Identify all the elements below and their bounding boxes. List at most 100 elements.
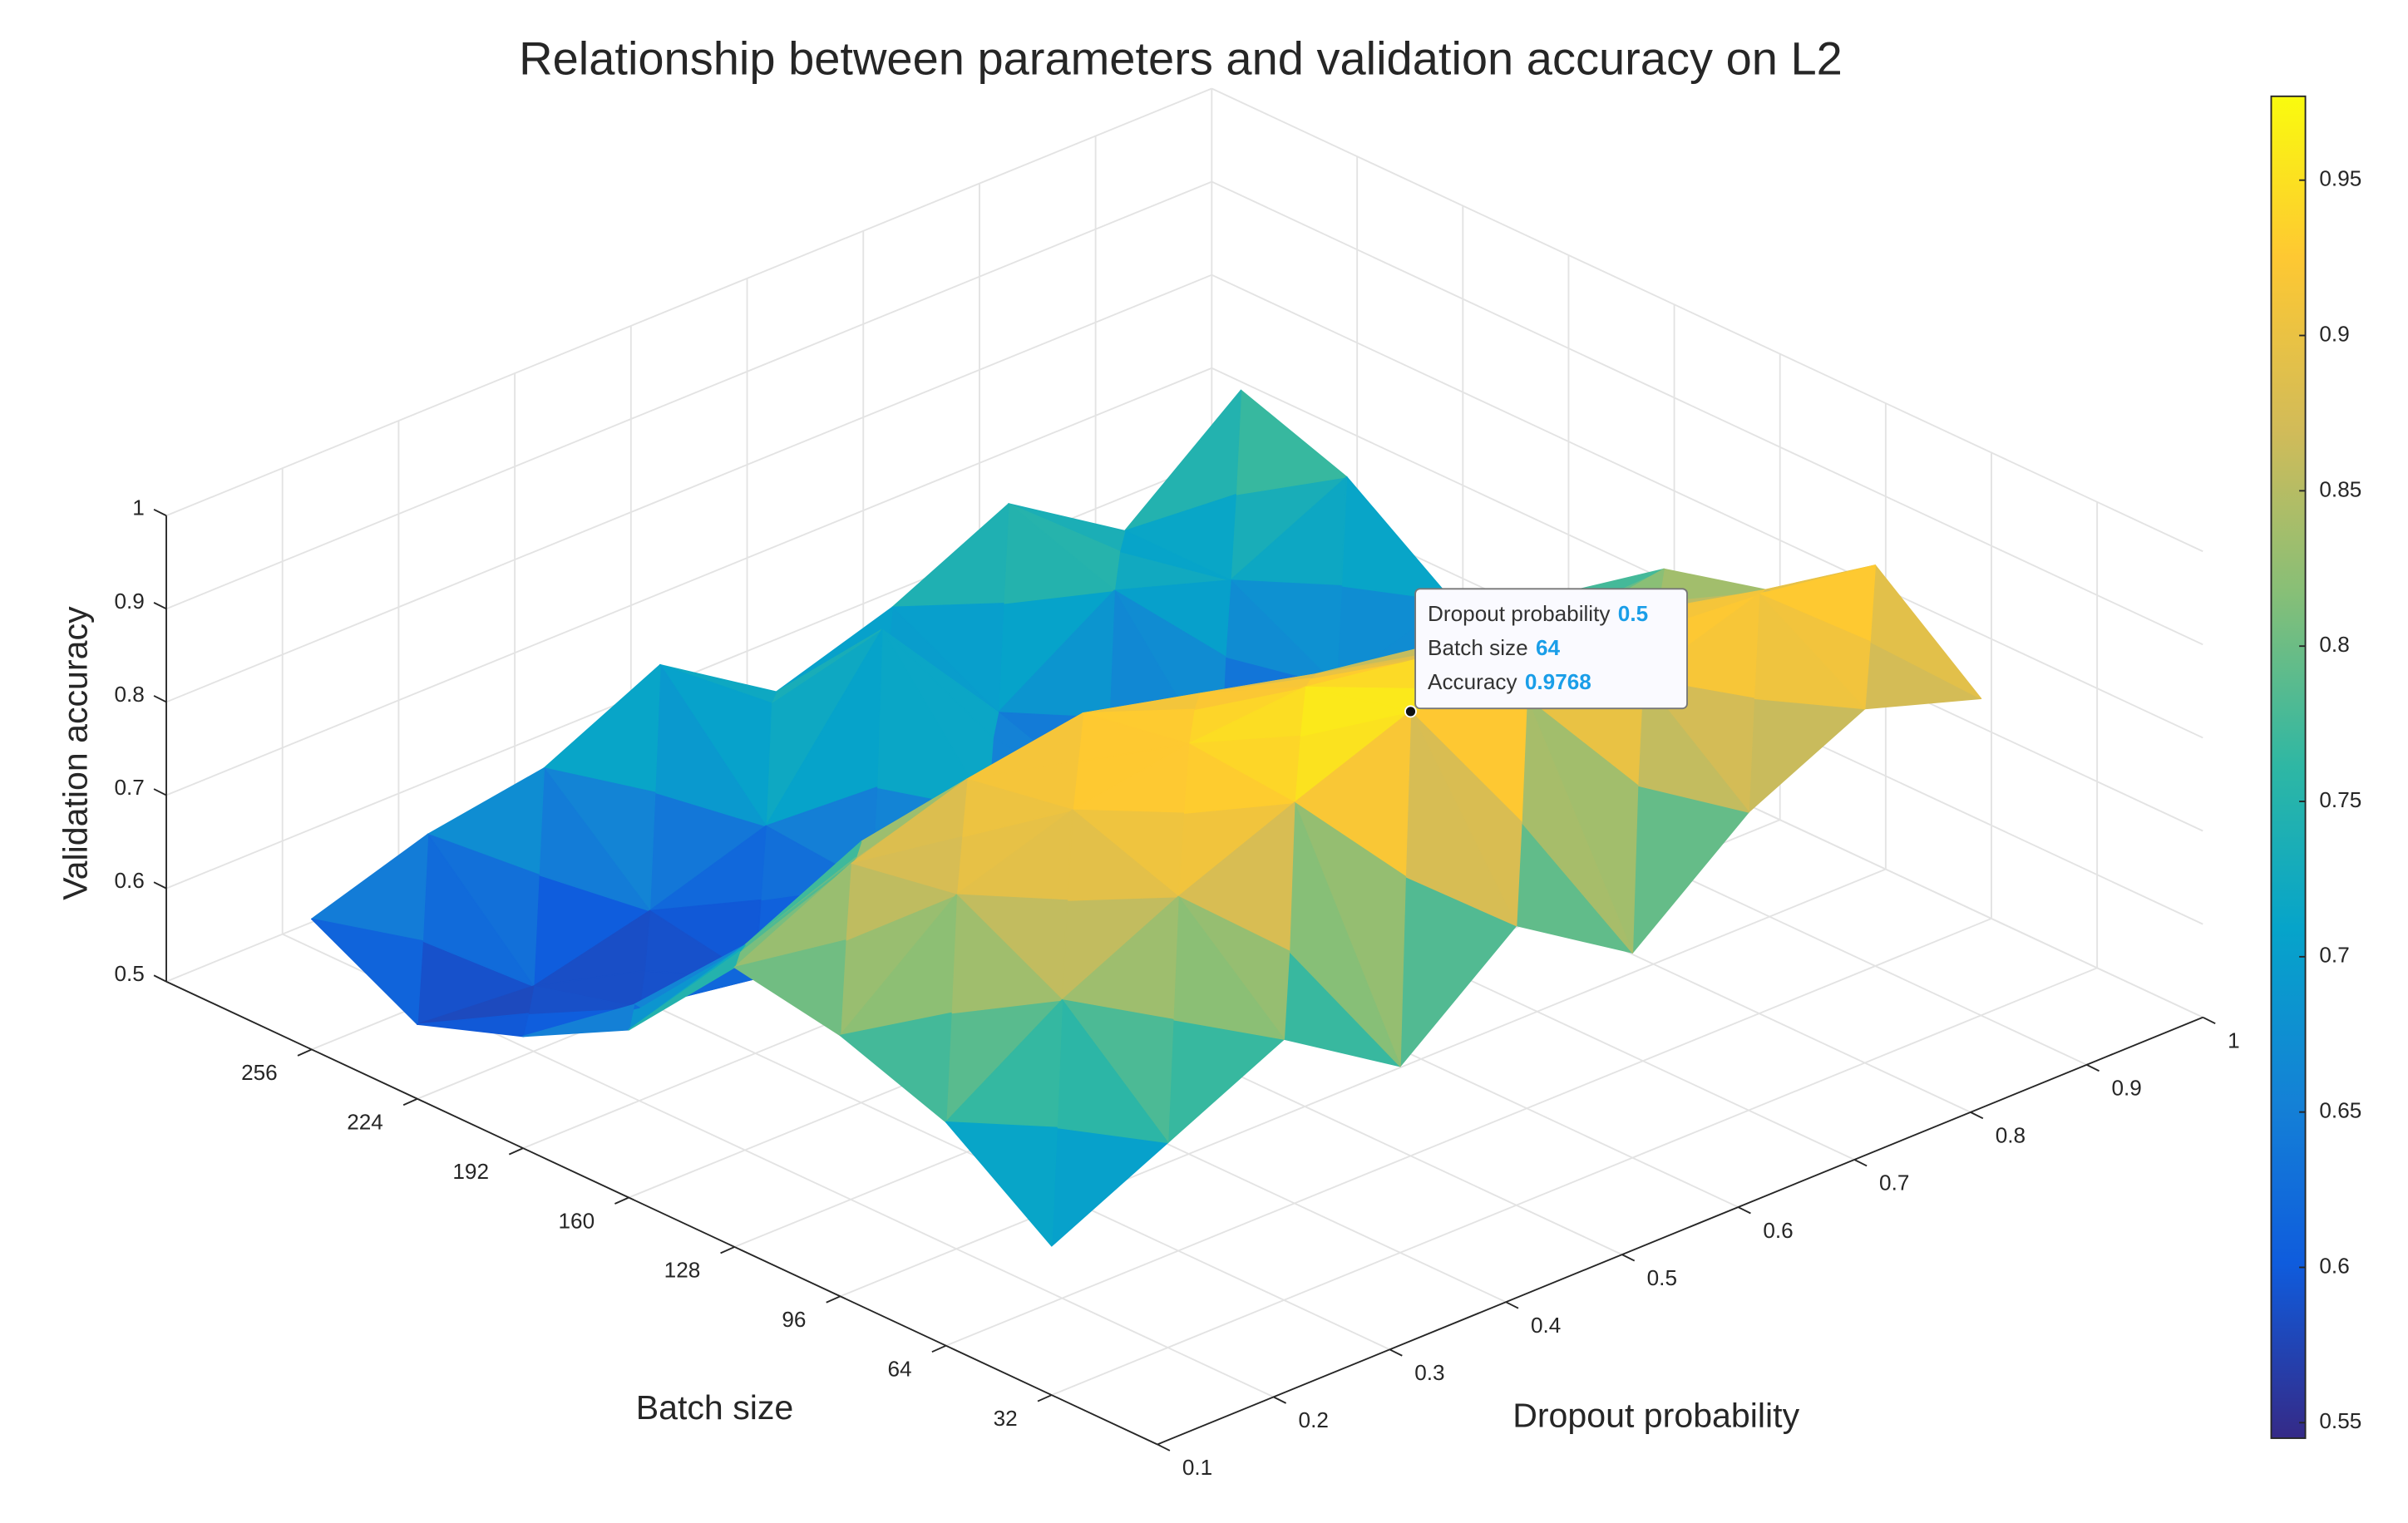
y-tick — [402, 1097, 418, 1107]
z-tick-label: 0.9 — [115, 589, 145, 614]
surface-patch — [1340, 476, 1453, 602]
datatip-value: 64 — [1536, 635, 1561, 660]
datatip-label: Dropout probability — [1428, 601, 1611, 626]
y-tick-label: 256 — [241, 1060, 278, 1085]
x-tick-label: 0.1 — [1182, 1455, 1212, 1480]
x-tick — [2202, 1016, 2216, 1025]
surface-patch — [1167, 1018, 1285, 1144]
x-tick — [1853, 1159, 1868, 1167]
y-tick-label: 32 — [994, 1406, 1018, 1431]
x-tick — [1157, 1443, 1171, 1452]
surface-patch — [628, 950, 741, 1031]
x-tick — [1389, 1348, 1403, 1357]
surface-patch — [891, 503, 1009, 609]
colorbar — [2270, 95, 2307, 1439]
surface-patch — [417, 1013, 530, 1038]
y-tick — [931, 1344, 947, 1353]
datatip-box — [1414, 588, 1688, 710]
y-tick — [720, 1246, 735, 1254]
grid-line — [1211, 87, 2203, 553]
z-tick — [153, 508, 167, 517]
z-tick-label: 0.5 — [115, 961, 145, 986]
y-tick-label: 224 — [347, 1110, 383, 1135]
grid-line — [165, 274, 1212, 703]
z-tick — [153, 695, 167, 703]
z-tick — [153, 881, 167, 890]
z-tick-label: 0.8 — [115, 682, 145, 707]
x-tick-label: 0.8 — [1996, 1123, 2026, 1148]
y-tick-label: 64 — [887, 1356, 911, 1381]
x-tick — [1621, 1254, 1636, 1262]
surface-patch — [839, 1012, 952, 1123]
x-tick — [1970, 1111, 1984, 1120]
y-tick — [1037, 1394, 1053, 1402]
z-tick — [153, 788, 167, 796]
y-tick-label: 96 — [782, 1307, 806, 1332]
y-tick — [826, 1295, 841, 1304]
datatip-value: 0.9768 — [1525, 669, 1591, 694]
x-tick-label: 1 — [2228, 1028, 2240, 1052]
datatip-row: Batch size 64 — [1428, 635, 1560, 660]
surface-patch — [1748, 697, 1866, 813]
x-tick — [1273, 1396, 1287, 1404]
datatip-point — [1404, 705, 1417, 718]
x-axis-label: Dropout probability — [1512, 1397, 1799, 1435]
x-tick-label: 0.5 — [1647, 1265, 1677, 1290]
grid-line — [165, 367, 1212, 796]
colorbar-tick-label: 0.95 — [2319, 166, 2361, 191]
y-axis-line — [165, 980, 1158, 1446]
z-tick — [153, 974, 167, 983]
surface-patch — [945, 1121, 1058, 1247]
x-tick — [1505, 1301, 1519, 1309]
grid-line — [1051, 967, 2098, 1396]
surface-patch — [733, 939, 846, 1037]
colorbar-tick-label: 0.85 — [2319, 476, 2361, 501]
colorbar-tick-label: 0.75 — [2319, 787, 2361, 812]
datatip-value: 0.5 — [1618, 601, 1648, 626]
x-tick-label: 0.4 — [1531, 1313, 1561, 1338]
surface-patch — [1631, 785, 1749, 954]
z-axis-label: Validation accuracy — [56, 606, 94, 900]
y-tick-label: 128 — [664, 1258, 701, 1283]
x-tick-label: 0.7 — [1879, 1171, 1909, 1195]
y-tick — [297, 1048, 313, 1057]
datatip-row: Accuracy 0.9768 — [1428, 669, 1591, 694]
y-tick — [508, 1147, 524, 1156]
grid-line — [945, 918, 1992, 1347]
surface-patch — [522, 1003, 635, 1038]
grid-line — [165, 87, 1212, 517]
surface-patch — [311, 918, 423, 1025]
grid-line — [1211, 274, 2203, 739]
colorbar-tick-label: 0.7 — [2319, 943, 2349, 968]
datatip-label: Batch size — [1428, 635, 1528, 660]
x-tick-label: 0.3 — [1414, 1360, 1444, 1385]
x-tick — [2086, 1063, 2100, 1072]
colorbar-tick-label: 0.9 — [2319, 321, 2349, 346]
grid-line — [840, 868, 1887, 1298]
colorbar-tick-label: 0.8 — [2319, 632, 2349, 657]
surface-patch — [1051, 1126, 1169, 1247]
datatip-row: Dropout probability 0.5 — [1428, 601, 1648, 626]
colorbar-tick-label: 0.6 — [2319, 1253, 2349, 1278]
z-tick-label: 0.6 — [115, 868, 145, 893]
x-tick-label: 0.2 — [1299, 1407, 1329, 1432]
colorbar-tick-label: 0.55 — [2319, 1408, 2361, 1433]
grid-line — [165, 180, 1212, 610]
y-tick-label: 192 — [452, 1159, 489, 1184]
datatip-label: Accuracy — [1428, 669, 1517, 694]
y-tick-label: 160 — [559, 1208, 595, 1233]
z-tick — [153, 602, 167, 610]
x-tick-label: 0.9 — [2111, 1076, 2141, 1101]
x-tick-label: 0.6 — [1763, 1218, 1793, 1243]
y-axis-label: Batch size — [636, 1388, 794, 1427]
z-tick-label: 0.7 — [115, 775, 145, 800]
x-axis-line — [1157, 1016, 2203, 1446]
grid-line — [1211, 180, 2203, 646]
y-tick — [614, 1196, 629, 1205]
x-tick — [1738, 1206, 1751, 1215]
chart-title: Relationship between parameters and vali… — [519, 32, 1843, 85]
z-tick-label: 1 — [132, 495, 145, 520]
colorbar-tick-label: 0.65 — [2319, 1098, 2361, 1123]
